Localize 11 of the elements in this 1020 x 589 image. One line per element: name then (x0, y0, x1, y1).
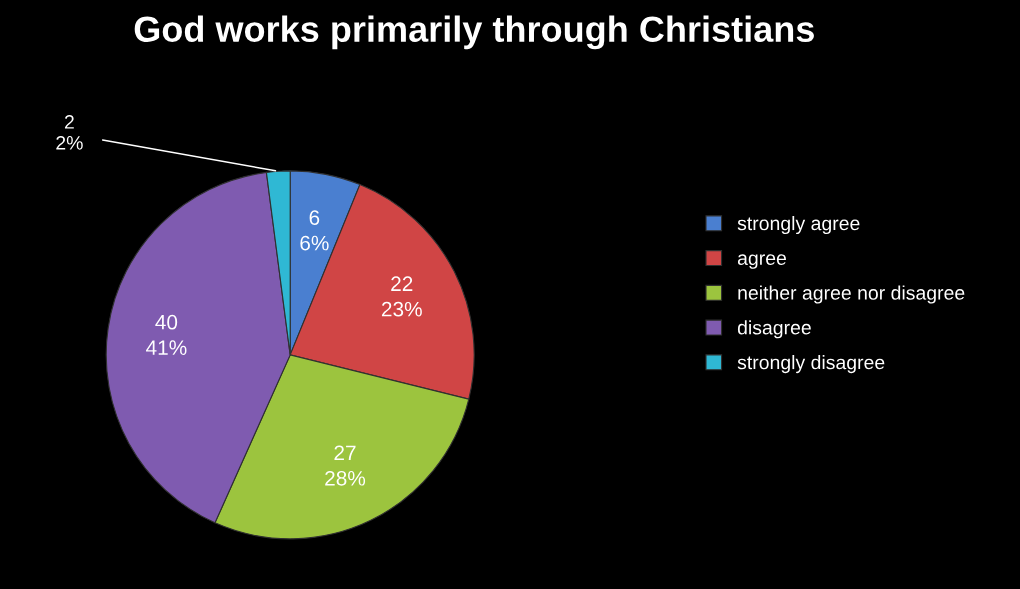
legend-label: agree (737, 254, 786, 269)
legend-label: neither agree nor disagree (738, 285, 965, 304)
legend-label: disagree (737, 320, 811, 339)
data-label: 40 41% (146, 314, 187, 355)
data-label: 27 28% (325, 445, 366, 486)
data-label: 6 6% (300, 210, 329, 251)
legend-label: strongly agree (737, 215, 860, 235)
legend-label: strongly disagree (737, 355, 885, 374)
data-label: 2 2% (56, 115, 83, 150)
chart-title: God works primarily through Christians (134, 15, 814, 50)
data-label: 22 23% (381, 276, 422, 317)
